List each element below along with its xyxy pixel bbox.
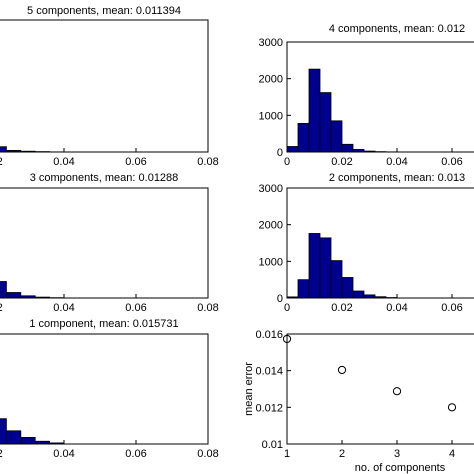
histogram-plot: 00.020.040.060.080100020003000 [259, 37, 474, 168]
histogram-plot: 00.020.040.060.08 [0, 333, 219, 460]
x-tick-label: 0.02 [0, 448, 3, 460]
panel-title: 5 components, mean: 0.011394 [27, 5, 181, 17]
x-tick-label: 0.02 [331, 156, 352, 168]
histogram-bar [330, 260, 343, 299]
panel-1-component: 1 component, mean: 0.015731 00.020.040.0… [0, 318, 219, 460]
histogram-bar [297, 123, 310, 153]
x-tick-label: 0.04 [386, 302, 407, 314]
histogram-bar [352, 290, 365, 299]
y-tick-label: 2000 [259, 74, 283, 86]
panel-title: 2 components, mean: 0.013 [329, 172, 465, 184]
data-point [392, 387, 402, 396]
x-tick-label: 0.06 [441, 302, 462, 314]
x-tick-label: 0 [284, 156, 290, 168]
histogram-bar [308, 233, 321, 299]
data-point [447, 403, 457, 412]
y-tick-label: 3000 [259, 183, 283, 195]
axes-frame [0, 19, 209, 153]
panel-2-components: 2 components, mean: 0.013 0 0.02 0.04 0.06 0… [259, 172, 474, 314]
y-tick-label: 2000 [259, 220, 283, 232]
x-tick-label: 0.04 [386, 156, 407, 168]
panel-mean-error: 1 2 3 4 0.01 0.012 0.014 0.016 no. of component… [243, 329, 474, 474]
x-tick-label: 0.06 [125, 448, 146, 460]
x-tick-label: 0.08 [197, 302, 218, 314]
x-tick-label: 0.08 [197, 448, 218, 460]
x-tick-label: 0.02 [0, 302, 3, 314]
histogram-bar [319, 237, 332, 299]
histogram-bar [286, 146, 299, 153]
panel-title: 1 component, mean: 0.015731 [29, 318, 178, 330]
x-tick-label: 0.04 [53, 156, 74, 168]
y-tick-label: 0 [277, 293, 283, 305]
y-tick-label: 1000 [259, 110, 283, 122]
histogram-bar [341, 143, 354, 153]
x-axis-label: no. of components [355, 462, 446, 474]
data-point [337, 365, 347, 375]
x-tick-label: 0.02 [331, 302, 352, 314]
axes-frame [0, 187, 209, 299]
panel-4-components: 4 components, mean: 0.012 0 0.02 0.04 0.06 0… [259, 23, 474, 168]
x-tick-label: 0.04 [53, 448, 74, 460]
x-tick-label: 3 [394, 448, 400, 460]
x-tick-label: 0.06 [441, 156, 462, 168]
axes-frame [0, 333, 209, 445]
y-tick-label: 3000 [259, 37, 283, 49]
y-tick-label: 1000 [259, 256, 283, 268]
x-tick-label: 0.06 [125, 156, 146, 168]
histogram-bar [330, 120, 343, 153]
scatter-plot: 1 2 3 4 0.01 0.012 0.014 0.016 [255, 329, 474, 460]
histogram-plot: 00.020.040.060.08 [0, 19, 219, 168]
panel-5-components: 5 components, mean: 0.011394 00.020.040.… [0, 5, 219, 168]
histogram-bar [308, 68, 321, 153]
x-tick-label: 4 [449, 448, 455, 460]
histogram-bar [319, 92, 332, 153]
axes-frame [286, 333, 474, 445]
histogram-bar [0, 281, 7, 299]
histogram-bar [341, 277, 354, 299]
histogram-bar [6, 430, 22, 445]
histogram-bar [0, 418, 7, 445]
panel-3-components: 3 components, mean: 0.01288 00.020.040.0… [0, 172, 219, 314]
y-tick-label: 0.014 [255, 366, 283, 378]
histogram-bar [20, 436, 36, 445]
x-tick-label: 0.06 [125, 302, 146, 314]
y-axis-label: mean error [243, 362, 255, 416]
y-tick-label: 0.012 [255, 402, 283, 414]
y-tick-label: 0.01 [262, 439, 283, 451]
histogram-bar [297, 279, 310, 299]
panel-title: 3 components, mean: 0.01288 [30, 172, 179, 184]
x-tick-label: 2 [339, 448, 345, 460]
x-tick-label: 0.04 [53, 302, 74, 314]
histogram-plot: 00.020.040.060.08 [0, 187, 219, 314]
y-tick-label: 0 [277, 147, 283, 159]
panel-title: 4 components, mean: 0.012 [329, 23, 465, 35]
histogram-bar [6, 292, 22, 299]
x-tick-label: 0.02 [0, 156, 3, 168]
x-tick-label: 0 [284, 302, 290, 314]
histogram-bar [0, 146, 7, 153]
x-tick-label: 1 [284, 448, 290, 460]
x-tick-label: 0.08 [197, 156, 218, 168]
y-tick-label: 0.016 [255, 329, 283, 341]
histogram-plot: 00.020.040.060.080100020003000 [259, 183, 474, 314]
